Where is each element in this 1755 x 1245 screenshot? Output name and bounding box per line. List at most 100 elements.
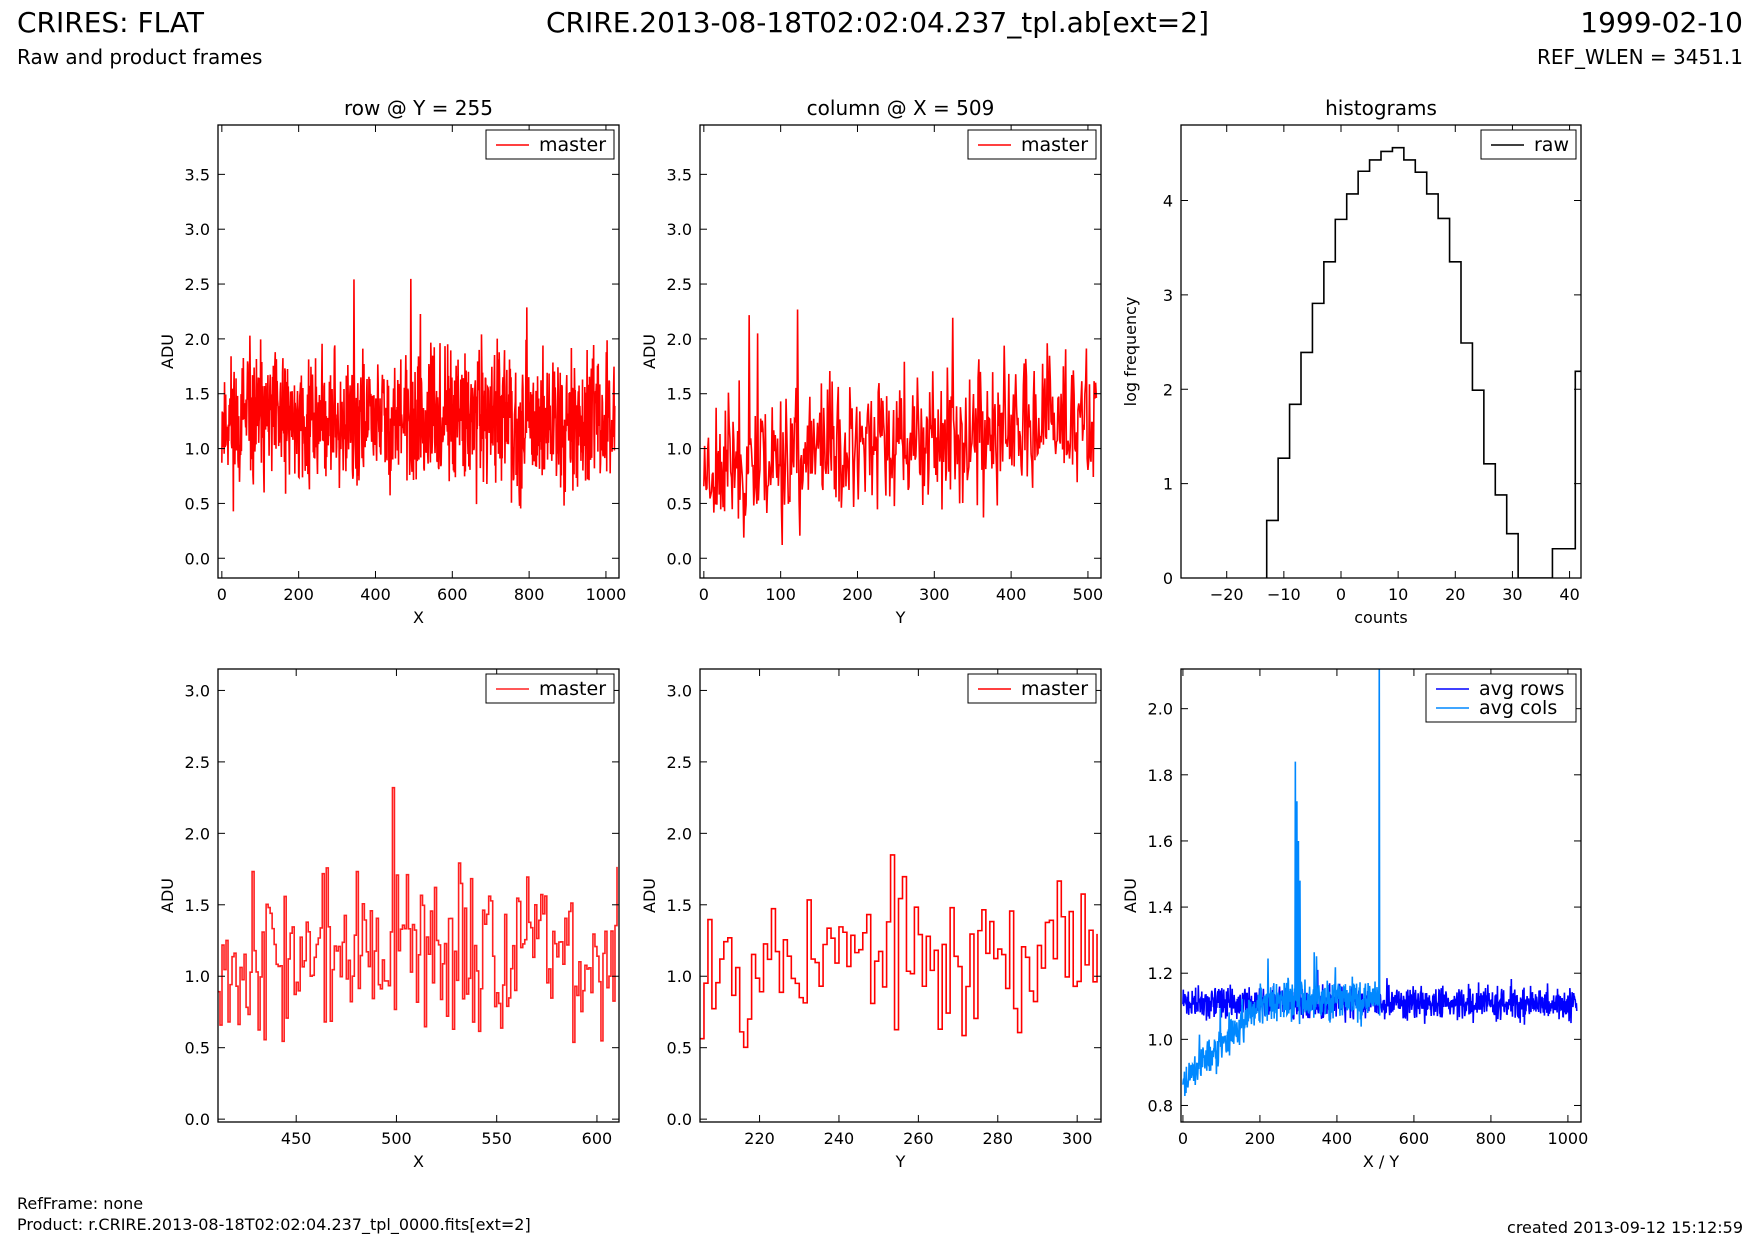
x-tick-label: −10	[1267, 585, 1301, 604]
y-tick-label: 3	[1163, 286, 1173, 305]
chart-panel-2: 0 100 200 300 400 500 0.0 0.5 1.0 1.5 2.0 2.5 3.0 3.5…	[640, 96, 1103, 627]
series-line-avg-cols	[1182, 669, 1381, 1097]
x-tick-label: 600	[1399, 1129, 1430, 1148]
y-tick-label: 2.5	[185, 753, 210, 772]
y-tick-label: 1.5	[185, 896, 210, 915]
plot-frame	[1180, 124, 1582, 579]
y-tick-label: 2.0	[185, 330, 210, 349]
y-tick-label: 0	[1163, 569, 1173, 588]
y-tick-label: 2.0	[667, 330, 692, 349]
plot-frame	[699, 124, 1102, 579]
y-axis-label: ADU	[158, 334, 177, 369]
chart-panel-3: −20 −10 0 10 20 30 40 0 1 2 3 4 histograms counts log …	[1121, 96, 1582, 627]
y-tick-label: 1	[1163, 475, 1173, 494]
y-tick-label: 1.8	[1148, 766, 1173, 785]
x-axis-label: X	[413, 1152, 424, 1171]
y-axis-label: ADU	[640, 878, 659, 913]
series-line-master	[700, 854, 1098, 1049]
y-tick-label: 1.0	[667, 440, 692, 459]
chart-panel-4: 450 500 550 600 0.0 0.5 1.0 1.5 2.0 2.5 3.0 X ADU mas…	[158, 668, 620, 1171]
y-axis-label: ADU	[158, 878, 177, 913]
y-tick-label: 3.0	[667, 220, 692, 239]
legend-label: avg rows	[1479, 678, 1564, 700]
x-tick-label: 10	[1388, 585, 1408, 604]
x-tick-label: 550	[481, 1129, 512, 1148]
ref-wlen: REF_WLEN = 3451.1	[1536, 45, 1743, 69]
series-line-master	[703, 309, 1098, 546]
y-tick-label: 2	[1163, 380, 1173, 399]
chart-panel-6: 0 200 400 600 800 1000 0.8 1.0 1.2 1.4 1.6 1.8 2.0 X …	[1121, 668, 1589, 1171]
x-tick-label: 280	[982, 1129, 1013, 1148]
y-tick-label: 0.0	[185, 549, 210, 568]
plot-title: histograms	[1325, 96, 1437, 120]
y-tick-label: 3.0	[667, 681, 692, 700]
y-tick-label: 2.5	[185, 275, 210, 294]
x-tick-label: 0	[1178, 1129, 1188, 1148]
y-tick-label: 0.0	[667, 549, 692, 568]
y-tick-label: 2.5	[667, 275, 692, 294]
page-title: CRIRES: FLAT	[17, 6, 204, 39]
plot-frame	[699, 668, 1102, 1123]
x-tick-label: 800	[514, 585, 545, 604]
plot-frame	[217, 124, 620, 579]
y-tick-label: 1.0	[1148, 1030, 1173, 1049]
y-tick-label: 0.5	[667, 494, 692, 513]
x-tick-label: 260	[903, 1129, 934, 1148]
y-tick-label: 1.5	[185, 385, 210, 404]
x-tick-label: 0	[217, 585, 227, 604]
x-tick-label: 600	[582, 1129, 613, 1148]
x-tick-label: 400	[996, 585, 1027, 604]
legend-label: master	[1021, 678, 1088, 700]
x-axis-label: X	[413, 608, 424, 627]
legend-label: master	[1021, 134, 1088, 156]
y-tick-label: 0.5	[667, 1039, 692, 1058]
x-tick-label: 200	[283, 585, 314, 604]
plot-frame	[217, 668, 620, 1123]
created-timestamp: created 2013-09-12 15:12:59	[1507, 1218, 1743, 1237]
x-axis-label: counts	[1354, 608, 1407, 627]
x-tick-label: 0	[1336, 585, 1346, 604]
x-axis-label: X / Y	[1363, 1152, 1400, 1171]
plot-title: row @ Y = 255	[344, 96, 493, 120]
y-axis-label: ADU	[640, 334, 659, 369]
x-tick-label: 300	[1062, 1129, 1093, 1148]
x-tick-label: 300	[919, 585, 950, 604]
x-tick-label: 800	[1476, 1129, 1507, 1148]
chart-panel-5: 220 240 260 280 300 0.0 0.5 1.0 1.5 2.0 2.5 3.0 Y ADU…	[640, 668, 1102, 1171]
y-tick-label: 0.5	[185, 494, 210, 513]
page-subtitle: Raw and product frames	[17, 45, 263, 69]
legend-label: master	[539, 134, 606, 156]
y-tick-label: 1.5	[667, 385, 692, 404]
x-tick-label: 400	[1322, 1129, 1353, 1148]
y-tick-label: 2.0	[185, 824, 210, 843]
x-tick-label: 30	[1502, 585, 1522, 604]
legend-label: master	[539, 678, 606, 700]
x-tick-label: 40	[1559, 585, 1579, 604]
product-note: Product: r.CRIRE.2013-08-18T02:02:04.237…	[17, 1215, 531, 1234]
x-axis-label: Y	[895, 1152, 906, 1171]
x-tick-label: 450	[281, 1129, 312, 1148]
y-tick-label: 3.5	[667, 165, 692, 184]
y-tick-label: 2.0	[1148, 700, 1173, 719]
chart-panel-1: 0 200 400 600 800 1000 0.0 0.5 1.0 1.5 2.0 2.5 3.0 3.…	[158, 96, 626, 627]
y-axis-label: log frequency	[1121, 297, 1140, 407]
x-tick-label: 400	[360, 585, 391, 604]
y-tick-label: 2.0	[667, 824, 692, 843]
x-tick-label: 0	[699, 585, 709, 604]
plot-frame	[1180, 668, 1582, 1123]
file-title: CRIRE.2013-08-18T02:02:04.237_tpl.ab[ext…	[545, 6, 1209, 39]
x-tick-label: 1000	[1548, 1129, 1589, 1148]
x-tick-label: 100	[765, 585, 796, 604]
x-tick-label: 200	[1245, 1129, 1276, 1148]
y-tick-label: 0.0	[185, 1110, 210, 1129]
y-tick-label: 1.2	[1148, 964, 1173, 983]
y-axis-label: ADU	[1121, 878, 1140, 913]
x-tick-label: 500	[381, 1129, 412, 1148]
y-tick-label: 4	[1163, 192, 1173, 211]
x-axis-label: Y	[895, 608, 906, 627]
series-line-master	[221, 278, 616, 512]
x-tick-label: −20	[1210, 585, 1244, 604]
y-tick-label: 1.0	[667, 967, 692, 986]
y-tick-label: 3.0	[185, 220, 210, 239]
